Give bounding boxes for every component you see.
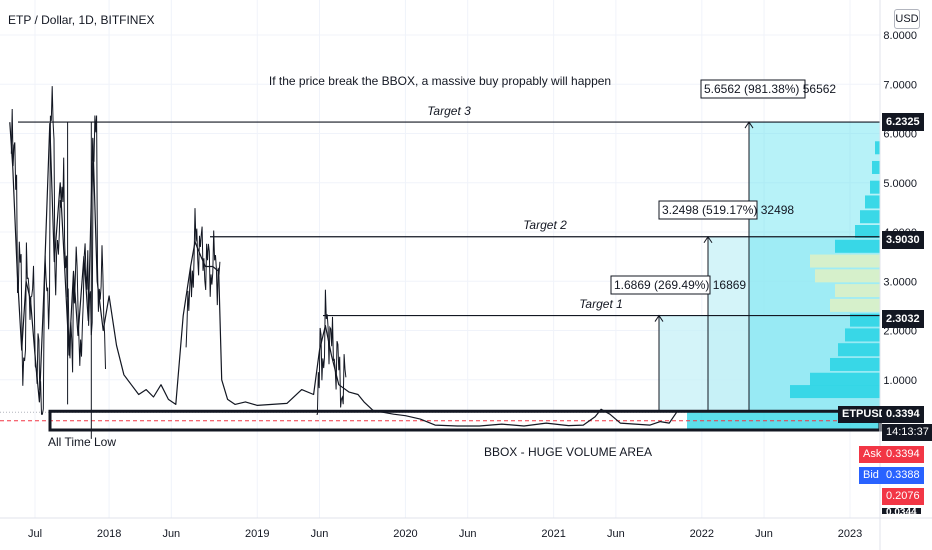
x-tick-label: Jun [459,528,477,540]
bbox-label: BBOX - HUGE VOLUME AREA [484,445,652,459]
y-tick-label: 8.0000 [883,30,917,42]
bottom-cut-tag: 0.0344 [882,508,921,514]
symbol-tag: ETPUSD [838,406,891,423]
x-tick-label: Jul [28,528,42,540]
target1-label: Target 1 [579,297,623,311]
x-tick-label: Jun [607,528,625,540]
volume-profile-bar [838,343,880,357]
x-tick-label: Jun [311,528,329,540]
measure3-label-box [700,79,806,99]
x-tick-label: 2018 [97,528,121,540]
symbol-label: ETP / Dollar, 1D, BITFINEX [8,13,155,27]
y-tick-label: 2.0000 [883,326,917,338]
x-tick-label: Jun [755,528,773,540]
y-tick-label: 6.0000 [883,129,917,141]
low-value-tag: 0.2076 [882,488,924,505]
volume-profile-bar [870,180,880,194]
volume-profile-bar [860,210,880,224]
countdown-tag: 14:13:37 [882,424,932,441]
x-tick-label: 2020 [393,528,417,540]
x-tick-label: 2021 [541,528,565,540]
price-line [9,122,678,427]
price-line-detail [10,86,106,415]
volume-profile-bar [865,195,880,209]
target3-arrow-head [744,121,754,129]
volume-profile-bar [872,160,880,174]
price-line-detail [316,289,347,415]
ask-label: Ask [859,446,886,463]
headline-text: If the price break the BBOX, a massive b… [269,74,611,88]
volume-profile-bar [815,269,880,283]
volume-profile-bar [855,225,880,238]
volume-profile-bar [845,328,880,342]
ask-value: 0.3394 [882,446,924,463]
x-tick-label: Jun [162,528,180,540]
volume-profile-bar [810,372,880,386]
price-line-detail [185,208,221,348]
volume-profile-bar [810,254,880,268]
x-tick-label: 2019 [245,528,269,540]
bid-value: 0.3388 [882,467,924,484]
volume-profile-bar [830,357,880,371]
target2-arrow-head [703,235,713,244]
volume-profile-bar [850,313,880,327]
price-tag-target1: 2.3032 [882,310,924,328]
bbox-fill-right [687,411,880,430]
price-tag-target3: 6.2325 [882,113,924,131]
measure2-label-box [658,200,758,220]
measure3-label: 5.6562 (981.38%) 56562 [704,82,836,96]
bid-label: Bid [859,467,883,484]
measure1-label-box [610,275,711,295]
volume-profile-bar [875,141,880,155]
volume-profile-bar [835,284,880,298]
currency-button[interactable]: USD [894,9,920,29]
volume-profile-bar [835,239,880,253]
x-tick-label: 2022 [690,528,714,540]
price-tag-target2: 3.9030 [882,231,924,249]
measure1-label: 1.6869 (269.49%) 16869 [614,278,746,292]
y-tick-label: 5.0000 [883,178,917,190]
volume-profile-bar [830,298,880,312]
target2-label: Target 2 [523,218,567,232]
target1-arrow-head [654,314,664,322]
y-tick-label: 3.0000 [883,276,917,288]
volume-profile-bar [790,385,880,399]
target3-label: Target 3 [427,104,471,118]
all-time-low-label: All Time Low [48,435,116,449]
measure2-label: 3.2498 (519.17%) 32498 [662,203,794,217]
y-tick-label: 1.0000 [883,375,917,387]
last-price-tag: 0.3394 [882,406,924,423]
x-tick-label: 2023 [838,528,862,540]
y-tick-label: 7.0000 [883,79,917,91]
